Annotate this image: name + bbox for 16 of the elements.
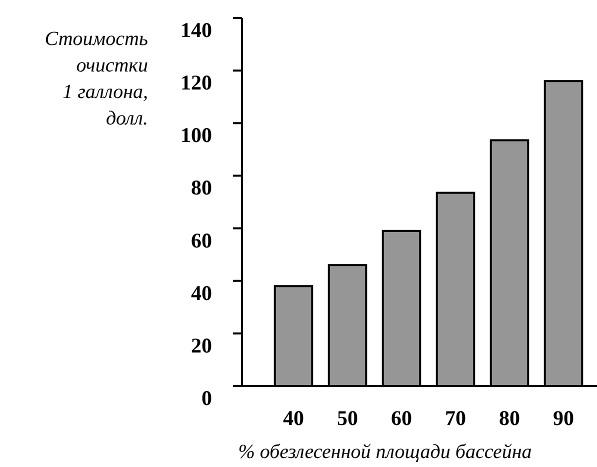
x-tick-label: 60 bbox=[391, 406, 412, 430]
x-tick-label: 50 bbox=[337, 406, 358, 430]
x-tick-label: 40 bbox=[283, 406, 304, 430]
y-tick-label: 80 bbox=[191, 176, 212, 200]
y-tick-label: 0 bbox=[202, 386, 212, 410]
x-tick-label: 80 bbox=[499, 406, 520, 430]
y-tick-label: 60 bbox=[191, 228, 212, 252]
y-tick-label: 20 bbox=[191, 333, 212, 358]
x-tick-label: 70 bbox=[445, 406, 466, 430]
x-axis-title: % обезлесенной площади бассейна bbox=[238, 441, 532, 463]
y-tick-label: 140 bbox=[180, 18, 212, 42]
y-tick-label: 120 bbox=[180, 70, 212, 95]
y-tick-label: 100 bbox=[180, 123, 212, 148]
y-tick-label: 40 bbox=[191, 280, 212, 305]
y-axis-title: Стоимость очистки 1 галлона, долл. bbox=[44, 28, 148, 130]
x-tick-label: 90 bbox=[553, 406, 574, 430]
